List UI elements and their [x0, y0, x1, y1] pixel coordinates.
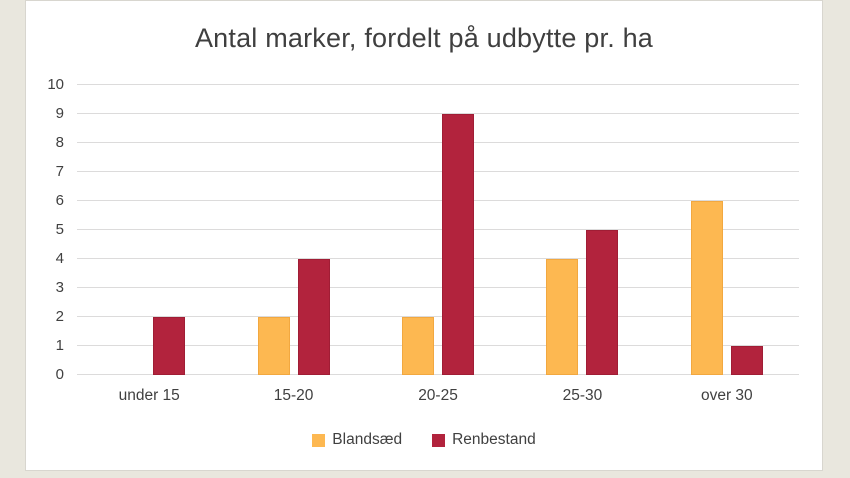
gridline [77, 258, 799, 259]
legend-swatch-icon [312, 433, 326, 447]
bar-renbestand [297, 259, 330, 375]
legend-item-renbestand: Renbestand [432, 431, 536, 449]
y-tick-label: 6 [55, 192, 64, 209]
y-tick-label: 4 [55, 250, 64, 267]
chart-panel: Antal marker, fordelt på udbytte pr. ha … [25, 0, 823, 471]
x-tick-label: 15-20 [273, 387, 314, 404]
x-tick-label: under 15 [118, 387, 180, 404]
gridline [77, 345, 799, 346]
bar-blandsæd [257, 317, 290, 375]
x-axis-labels: under 15 15-20 20-25 25-30 over 30 [77, 387, 799, 405]
gridline [77, 171, 799, 172]
bar-renbestand [442, 114, 475, 375]
y-tick-label: 9 [55, 105, 64, 122]
legend-swatch-icon [432, 433, 446, 447]
y-tick-label: 10 [47, 76, 64, 93]
y-tick-label: 3 [55, 279, 64, 296]
legend-item-blandsæd: Blandsæd [312, 431, 402, 449]
y-tick-label: 8 [55, 134, 64, 151]
x-tick-label: 20-25 [418, 387, 458, 404]
bar-group [366, 85, 510, 375]
x-axis-line [77, 374, 799, 375]
legend-label: Blandsæd [332, 431, 403, 448]
legend: Blandsæd Renbestand [26, 431, 822, 449]
y-axis-labels: 0 1 2 3 4 5 6 7 8 9 10 [26, 76, 70, 383]
chart-title: Antal marker, fordelt på udbytte pr. ha [194, 23, 654, 53]
plot-area [77, 84, 799, 375]
y-tick-label: 2 [55, 308, 64, 325]
gridline [77, 229, 799, 230]
gridline [77, 113, 799, 114]
bar-blandsæd [402, 317, 435, 375]
bar-group [221, 85, 365, 375]
gridline [77, 84, 799, 85]
gridline [77, 316, 799, 317]
y-tick-label: 1 [55, 337, 64, 354]
y-tick-label: 5 [55, 221, 64, 238]
legend-label: Renbestand [452, 431, 536, 448]
y-tick-label: 7 [55, 163, 64, 180]
bar-groups [77, 85, 799, 375]
bar-group [77, 85, 221, 375]
bar-group [510, 85, 654, 375]
x-tick-label: over 30 [700, 387, 753, 404]
bar-renbestand [586, 230, 619, 375]
bar-renbestand [730, 346, 763, 375]
gridline [77, 287, 799, 288]
x-tick-label: 25-30 [562, 387, 603, 404]
bar-group [655, 85, 799, 375]
bar-blandsæd [546, 259, 579, 375]
gridline [77, 200, 799, 201]
bar-renbestand [153, 317, 186, 375]
y-tick-label: 0 [55, 366, 64, 383]
bar-blandsæd [690, 201, 723, 375]
gridline [77, 142, 799, 143]
